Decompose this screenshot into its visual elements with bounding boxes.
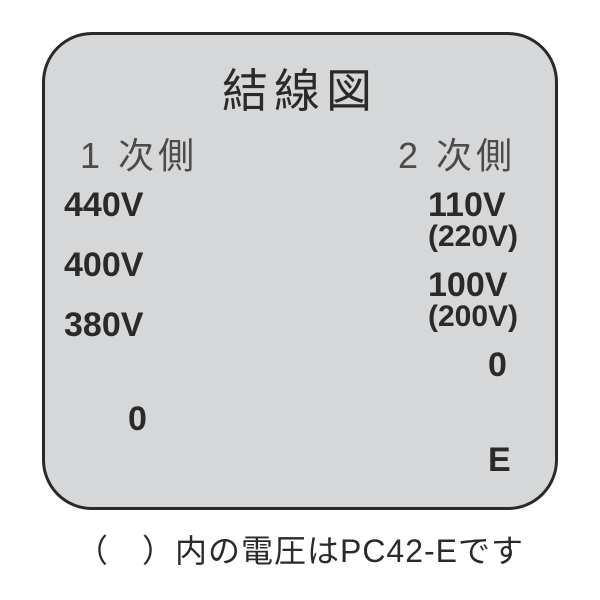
- secondary-tap-label: E: [488, 443, 511, 477]
- secondary-tap-sublabel: (200V): [428, 302, 518, 332]
- footer-note: （ ）内の電圧はPC42-Eです: [76, 535, 524, 567]
- primary-tap-label: 380V: [64, 308, 143, 342]
- title: 結線図: [222, 68, 378, 114]
- primary-header: 1 次側: [80, 138, 198, 174]
- secondary-header: 2 次側: [398, 138, 516, 174]
- primary-tap-label: 0: [128, 402, 147, 436]
- secondary-tap-sublabel: (220V): [428, 222, 518, 252]
- secondary-tap-label: 0: [488, 348, 507, 382]
- secondary-tap-label: 110V: [428, 188, 506, 222]
- secondary-tap-label: 100V: [428, 268, 507, 302]
- diagram-root: 結線図 1 次側 2 次側 （ ）内の電圧はPC42-Eです 440V 400V 3…: [0, 0, 600, 600]
- primary-tap-label: 440V: [64, 188, 143, 222]
- primary-tap-label: 400V: [64, 248, 143, 282]
